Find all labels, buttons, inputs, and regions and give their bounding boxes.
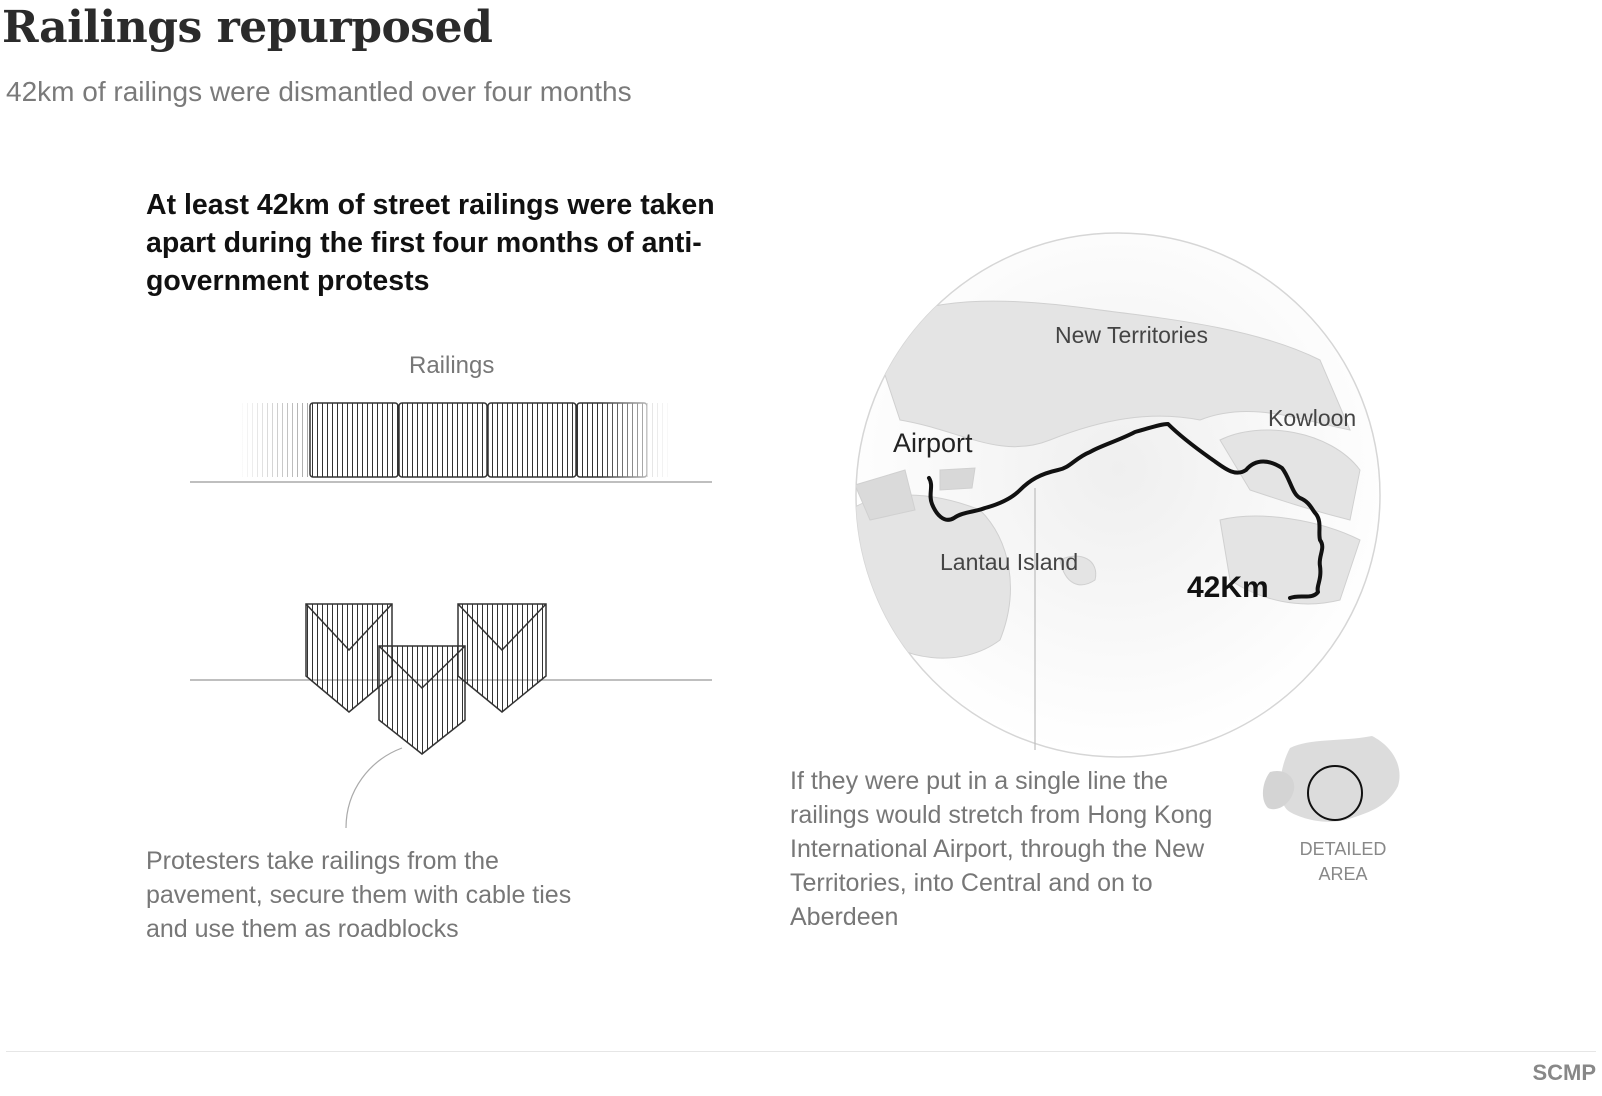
map-label-distance: 42Km xyxy=(1187,571,1269,604)
roadblock-caption: Protesters take railings from the paveme… xyxy=(146,847,572,943)
map-caption: If they were put in a single line the ra… xyxy=(790,767,1213,931)
source-credit: SCMP xyxy=(1532,1060,1596,1085)
intro-headline: At least 42km of street railings were ta… xyxy=(146,189,715,297)
page-subtitle: 42km of railings were dismantled over fo… xyxy=(6,76,632,107)
railings-row-illustration xyxy=(190,398,712,483)
map-label-kowloon: Kowloon xyxy=(1268,405,1357,431)
map-label-new-territories: New Territories xyxy=(1055,322,1208,348)
railings-route-line xyxy=(927,422,1325,600)
footer-divider xyxy=(6,1051,1596,1052)
roadblock-railings-illustration xyxy=(190,603,712,829)
page-title: Railings repurposed xyxy=(2,2,493,53)
map-label-airport: Airport xyxy=(893,428,973,458)
railings-label: Railings xyxy=(409,352,495,379)
map-label-lantau-island: Lantau Island xyxy=(940,549,1079,575)
hong-kong-map xyxy=(855,232,1381,758)
locator-label: DETAILED AREA xyxy=(1299,839,1387,884)
locator-map xyxy=(1262,736,1400,822)
